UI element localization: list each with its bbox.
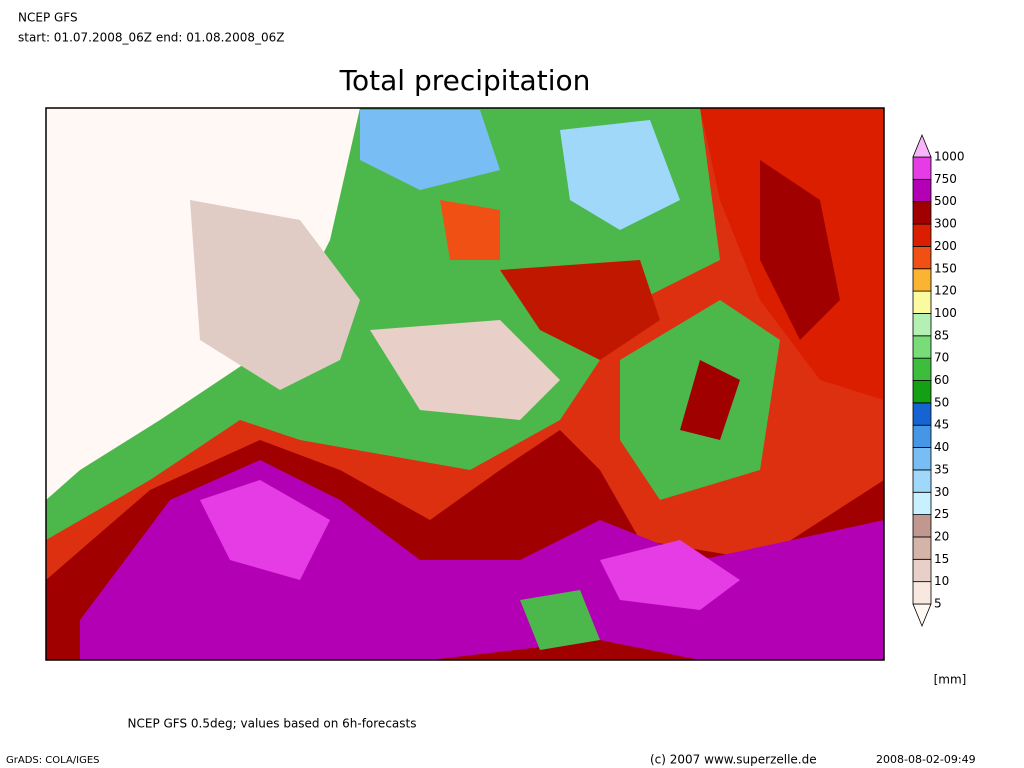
footer-note: NCEP GFS 0.5deg; values based on 6h-fore…	[128, 717, 417, 731]
colorbar-box	[912, 268, 932, 292]
colorbar-label: 300	[934, 217, 957, 231]
colorbar-box	[912, 581, 932, 605]
colorbar-label: 40	[934, 440, 949, 454]
colorbar-label: 150	[934, 261, 957, 275]
colorbar-label: 20	[934, 529, 949, 543]
colorbar-box	[912, 245, 932, 270]
colorbar-end	[912, 133, 932, 158]
colorbar-label: 35	[934, 462, 949, 476]
period-label: start: 01.07.2008_06Z end: 01.08.2008_06…	[18, 31, 284, 45]
colorbar-box	[912, 201, 932, 225]
colorbar-box	[912, 178, 932, 203]
colorbar-label: 200	[934, 239, 957, 253]
colorbar-label: 70	[934, 351, 949, 365]
colorbar-label: 30	[934, 485, 949, 499]
colorbar-label: 750	[934, 172, 957, 186]
colorbar-box	[912, 469, 932, 493]
copyright: (c) 2007 www.superzelle.de	[650, 753, 817, 767]
colorbar-label: 120	[934, 284, 957, 298]
colorbar-box	[912, 447, 932, 471]
software-credit: GrADS: COLA/IGES	[6, 755, 100, 766]
colorbar-box	[912, 380, 932, 404]
colorbar: 5 10 15 20 25 30 35 40 45 50 60 70 85 100 120 150 200 300…	[912, 133, 965, 628]
colorbar-box	[912, 514, 932, 538]
model-label: NCEP GFS	[18, 11, 78, 25]
unit-label: [mm]	[934, 673, 967, 687]
colorbar-label: 85	[934, 328, 949, 342]
colorbar-box	[912, 424, 932, 448]
timestamp: 2008-08-02-09:49	[876, 753, 976, 766]
colorbar-box	[912, 491, 932, 516]
colorbar-end	[912, 603, 932, 628]
colorbar-label: 500	[934, 194, 957, 208]
colorbar-box	[912, 536, 932, 560]
colorbar-label: 10	[934, 574, 949, 588]
precipitation-map	[45, 107, 885, 661]
colorbar-box	[912, 313, 932, 337]
colorbar-box	[912, 290, 932, 314]
colorbar-box	[912, 357, 932, 381]
map-title: Total precipitation	[339, 64, 591, 97]
colorbar-box	[912, 156, 932, 180]
colorbar-label: 50	[934, 395, 949, 409]
colorbar-box	[912, 402, 932, 426]
colorbar-label: 25	[934, 507, 949, 521]
colorbar-box	[912, 223, 932, 247]
colorbar-label: 15	[934, 552, 949, 566]
colorbar-label: 60	[934, 373, 949, 387]
colorbar-label: 5	[934, 597, 942, 611]
colorbar-label: 45	[934, 418, 949, 432]
colorbar-label: 100	[934, 306, 957, 320]
colorbar-box	[912, 335, 932, 359]
colorbar-label: 1000	[934, 150, 965, 164]
colorbar-box	[912, 558, 932, 583]
